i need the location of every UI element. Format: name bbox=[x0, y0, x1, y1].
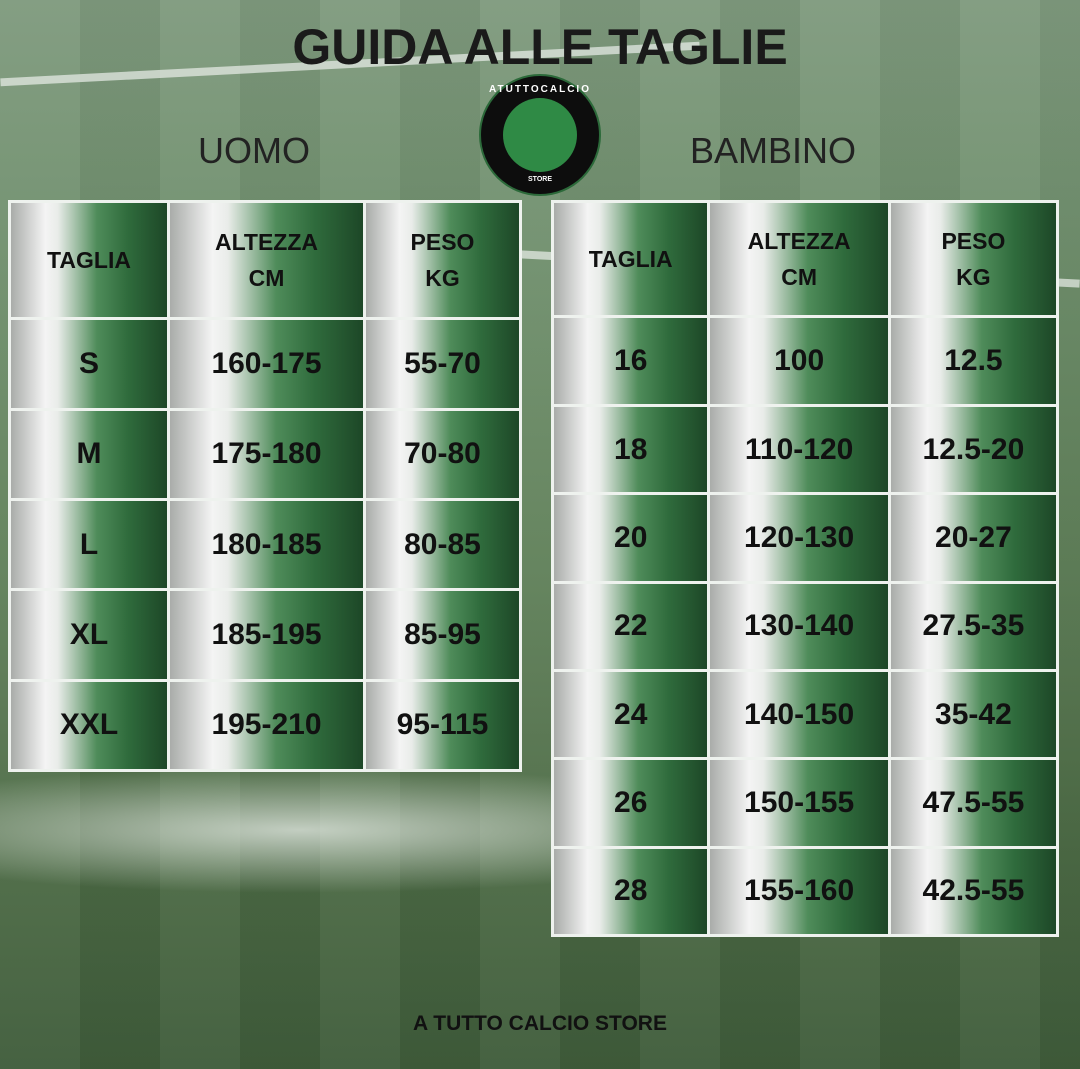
table-cell: 95-115 bbox=[366, 681, 519, 769]
logo-top-text: ATUTTOCALCIO bbox=[489, 84, 591, 95]
logo-bottom-text: STORE bbox=[528, 176, 552, 183]
table-cell: 155-160 bbox=[710, 848, 888, 934]
column-header: TAGLIA bbox=[554, 203, 708, 316]
table-cell: 12.5 bbox=[890, 318, 1056, 404]
table-row: 22 130-140 27.5-35 bbox=[554, 583, 1056, 669]
table-row: XXL 195-210 95-115 bbox=[11, 681, 519, 769]
table-cell: 195-210 bbox=[170, 681, 363, 769]
table-cell: 22 bbox=[554, 583, 708, 669]
uomo-heading: UOMO bbox=[198, 130, 310, 171]
table-cell: 16 bbox=[554, 318, 708, 404]
table-row: 26 150-155 47.5-55 bbox=[554, 760, 1056, 846]
table-cell: 110-120 bbox=[710, 406, 888, 493]
table-cell: 28 bbox=[554, 848, 708, 934]
store-logo: ATUTTOCALCIO STORE bbox=[481, 76, 599, 194]
table-cell: 85-95 bbox=[366, 591, 519, 679]
table-row: 24 140-150 35-42 bbox=[554, 671, 1056, 758]
table-cell: 120-130 bbox=[710, 495, 888, 581]
table-row: S 160-175 55-70 bbox=[11, 320, 519, 408]
table-row: 28 155-160 42.5-55 bbox=[554, 848, 1056, 934]
table-cell: 160-175 bbox=[170, 320, 363, 408]
table-cell: 175-180 bbox=[170, 410, 363, 499]
table-cell: 100 bbox=[710, 318, 888, 404]
table-cell: 80-85 bbox=[366, 501, 519, 589]
footer-text: A TUTTO CALCIO STORE bbox=[413, 1012, 667, 1035]
table-row: 20 120-130 20-27 bbox=[554, 495, 1056, 581]
table-cell: 20-27 bbox=[890, 495, 1056, 581]
table-row: M 175-180 70-80 bbox=[11, 410, 519, 499]
table-cell: S bbox=[11, 320, 167, 408]
table-cell: 24 bbox=[554, 671, 708, 758]
table-row: L 180-185 80-85 bbox=[11, 501, 519, 589]
table-cell: 12.5-20 bbox=[890, 406, 1056, 493]
page-title: GUIDA ALLE TAGLIE bbox=[292, 19, 788, 75]
table-cell: 140-150 bbox=[710, 671, 888, 758]
bambino-size-table: TAGLIA ALTEZZA CM PESO KG 16 100 12.5 18 110-12… bbox=[551, 200, 1059, 937]
table-cell: 20 bbox=[554, 495, 708, 581]
table-cell: 130-140 bbox=[710, 583, 888, 669]
column-header: ALTEZZA CM bbox=[170, 203, 363, 318]
column-header: PESO KG bbox=[890, 203, 1056, 316]
table-cell: 185-195 bbox=[170, 591, 363, 679]
table-cell: 150-155 bbox=[710, 760, 888, 846]
table-cell: 47.5-55 bbox=[890, 760, 1056, 846]
table-row: 18 110-120 12.5-20 bbox=[554, 406, 1056, 493]
table-cell: 18 bbox=[554, 406, 708, 493]
column-header: PESO KG bbox=[366, 203, 519, 318]
table-cell: M bbox=[11, 410, 167, 499]
table-cell: XL bbox=[11, 591, 167, 679]
table-cell: 180-185 bbox=[170, 501, 363, 589]
uomo-size-table: TAGLIA ALTEZZA CM PESO KG S 160-175 55-70 M 175… bbox=[8, 200, 522, 772]
table-cell: 42.5-55 bbox=[890, 848, 1056, 934]
table-cell: 26 bbox=[554, 760, 708, 846]
table-cell: XXL bbox=[11, 681, 167, 769]
column-header: TAGLIA bbox=[11, 203, 167, 318]
table-cell: 27.5-35 bbox=[890, 583, 1056, 669]
table-cell: 55-70 bbox=[366, 320, 519, 408]
table-cell: 35-42 bbox=[890, 671, 1056, 758]
player-icon bbox=[503, 98, 577, 172]
table-row: XL 185-195 85-95 bbox=[11, 591, 519, 679]
table-cell: 70-80 bbox=[366, 410, 519, 499]
column-header: ALTEZZA CM bbox=[710, 203, 888, 316]
table-cell: L bbox=[11, 501, 167, 589]
header-row: TAGLIA ALTEZZA CM PESO KG bbox=[11, 203, 519, 318]
table-row: 16 100 12.5 bbox=[554, 318, 1056, 404]
bambino-heading: BAMBINO bbox=[690, 130, 857, 171]
header-row: TAGLIA ALTEZZA CM PESO KG bbox=[554, 203, 1056, 316]
